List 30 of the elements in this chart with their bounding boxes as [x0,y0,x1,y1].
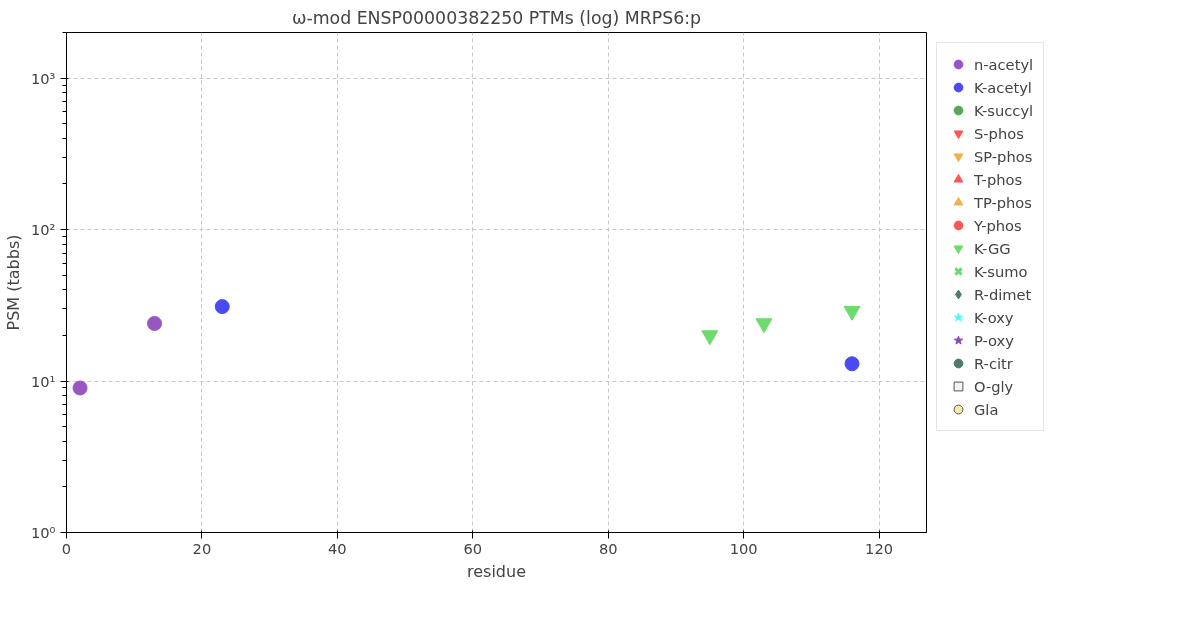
legend-label: K-oxy [974,308,1014,326]
legend-label: Y-phos [974,216,1022,234]
x-axis-title: residue [467,561,526,581]
x-tick-label: 120 [865,539,894,557]
x-tick-label: 0 [61,539,72,557]
legend-label: R-dimet [974,285,1032,303]
x-tick-label: 40 [328,539,347,557]
legend-label: SP-phos [974,147,1033,165]
x-tick-label: 80 [598,539,618,557]
y-tick-label: 10² [30,221,56,239]
legend-label: R-citr [974,354,1013,372]
legend-label: K-sumo [974,262,1028,280]
y-tick-label: 10³ [30,69,56,87]
legend-label: P-oxy [974,331,1014,349]
y-tick-label: 10⁰ [30,524,56,541]
legend-label: TP-phos [974,193,1032,211]
legend-label: O-gly [974,377,1014,395]
legend-label: S-phos [974,124,1024,142]
legend-label: n-acetyl [974,55,1034,73]
y-axis-title: PSM (tabbs) [3,234,23,331]
x-tick-label: 20 [192,539,212,557]
legend-label: K-succyl [974,101,1034,119]
chart-title: ω-mod ENSP00000382250 PTMs (log) MRPS6:p [291,7,702,28]
legend-label: T-phos [974,170,1023,188]
legend-label: K-acetyl [974,78,1032,96]
y-tick-label: 10¹ [30,372,56,390]
legend-label: Gla [974,400,999,418]
x-tick-label: 60 [463,539,483,557]
x-tick-label: 100 [729,539,758,557]
legend-label: K-GG [974,239,1011,257]
